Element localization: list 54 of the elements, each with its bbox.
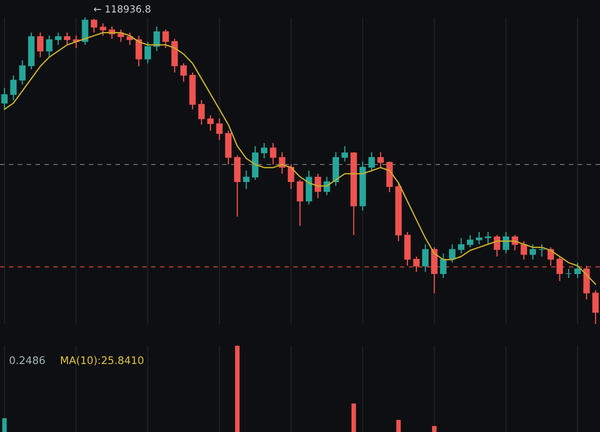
bar — [2, 418, 7, 432]
candlestick — [162, 28, 169, 49]
candlestick — [296, 179, 304, 226]
candlestick — [538, 244, 546, 258]
candlestick — [592, 290, 599, 324]
candlestick — [413, 256, 420, 272]
candlestick — [324, 176, 330, 196]
candlestick — [10, 75, 17, 101]
candlestick — [556, 256, 563, 282]
candlestick — [19, 60, 26, 86]
annotation: 0.2486 — [10, 356, 45, 364]
candlestick — [1, 87, 8, 110]
candlestick — [484, 231, 492, 245]
candlestick — [377, 152, 384, 168]
candlestick — [207, 114, 214, 132]
annotation: MA(10):25.8410 — [61, 356, 144, 366]
candlestick — [270, 142, 276, 166]
text: ← 118936.8 — [94, 5, 150, 13]
candlestick — [314, 173, 322, 199]
bar — [432, 426, 437, 432]
candlestick — [180, 62, 187, 82]
bar — [235, 346, 240, 432]
candlestick — [422, 244, 429, 272]
candlestick — [342, 146, 348, 162]
candlestick — [565, 268, 572, 279]
candlestick — [54, 32, 62, 46]
candlestick — [216, 118, 223, 141]
candlestick — [100, 22, 106, 36]
candlestick — [368, 152, 375, 172]
candlestick — [90, 18, 98, 34]
candlestick — [243, 170, 250, 190]
candlestick — [198, 100, 205, 126]
candlestick — [144, 41, 151, 64]
candlestick — [278, 152, 286, 174]
candlestick — [225, 130, 232, 166]
candlestick — [466, 234, 474, 248]
candlestick — [260, 142, 268, 159]
candlestick — [306, 170, 312, 205]
candlestick — [520, 240, 528, 260]
candlestick — [440, 252, 446, 279]
candlestick — [288, 164, 294, 190]
candlestick — [154, 26, 160, 52]
candlestick — [136, 35, 142, 67]
candlestick — [46, 35, 52, 58]
candlestick — [118, 28, 124, 42]
candlestick — [574, 262, 581, 279]
candlestick — [530, 244, 536, 260]
candlestick — [37, 32, 44, 58]
bar — [351, 403, 356, 432]
candlestick — [458, 238, 464, 254]
candlestick — [449, 244, 456, 264]
candlestick — [64, 32, 70, 46]
candlestick — [82, 17, 88, 46]
candlestick — [476, 231, 482, 245]
